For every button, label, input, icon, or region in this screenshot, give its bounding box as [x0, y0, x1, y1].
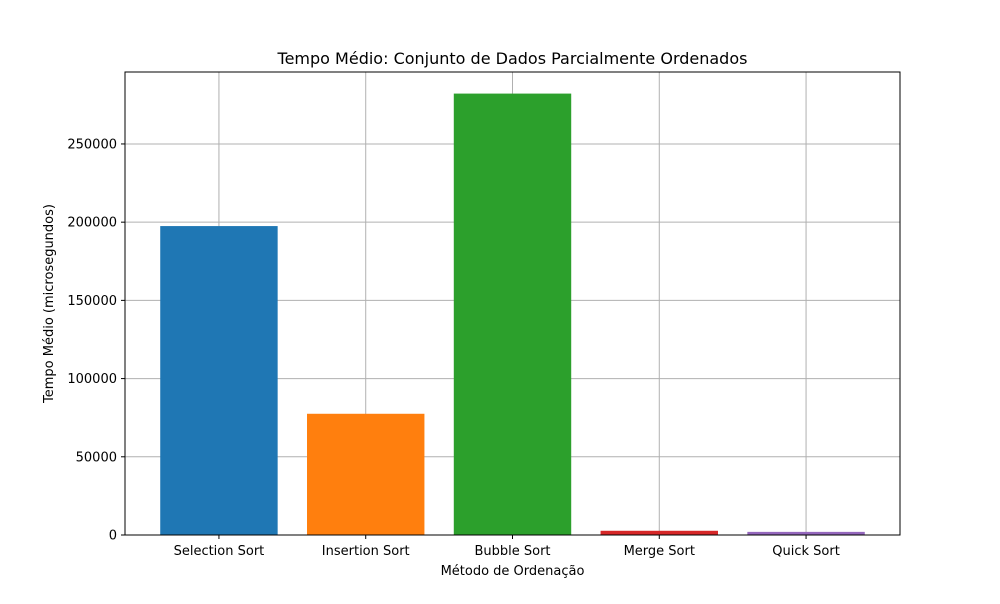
x-tick-label: Merge Sort — [624, 544, 695, 559]
chart-title: Tempo Médio: Conjunto de Dados Parcialme… — [277, 49, 748, 68]
y-axis-label: Tempo Médio (microsegundos) — [42, 204, 57, 404]
bar-merge-sort — [600, 530, 718, 535]
x-tick-label: Quick Sort — [772, 544, 840, 559]
y-tick-label: 200000 — [67, 216, 117, 231]
y-tick-label: 50000 — [76, 450, 117, 465]
bar-quick-sort — [747, 531, 865, 535]
x-tick-label: Insertion Sort — [322, 544, 410, 559]
x-axis-ticks: Selection Sort Insertion Sort Bubble Sort M… — [174, 535, 840, 559]
bars — [160, 93, 865, 535]
y-axis-ticks: 0 50000 100000 150000 200000 250000 — [67, 137, 125, 544]
y-tick-label: 250000 — [67, 137, 117, 152]
bar-bubble-sort — [453, 93, 572, 535]
bar-selection-sort — [160, 226, 278, 535]
x-axis-label: Método de Ordenação — [441, 564, 585, 579]
plot-area-frame — [124, 71, 901, 536]
y-tick-label: 150000 — [67, 294, 117, 309]
y-tick-label: 0 — [109, 529, 117, 544]
y-tick-label: 100000 — [67, 372, 117, 387]
x-tick-label: Selection Sort — [174, 544, 265, 559]
x-tick-label: Bubble Sort — [474, 544, 550, 559]
bar-insertion-sort — [307, 413, 425, 535]
